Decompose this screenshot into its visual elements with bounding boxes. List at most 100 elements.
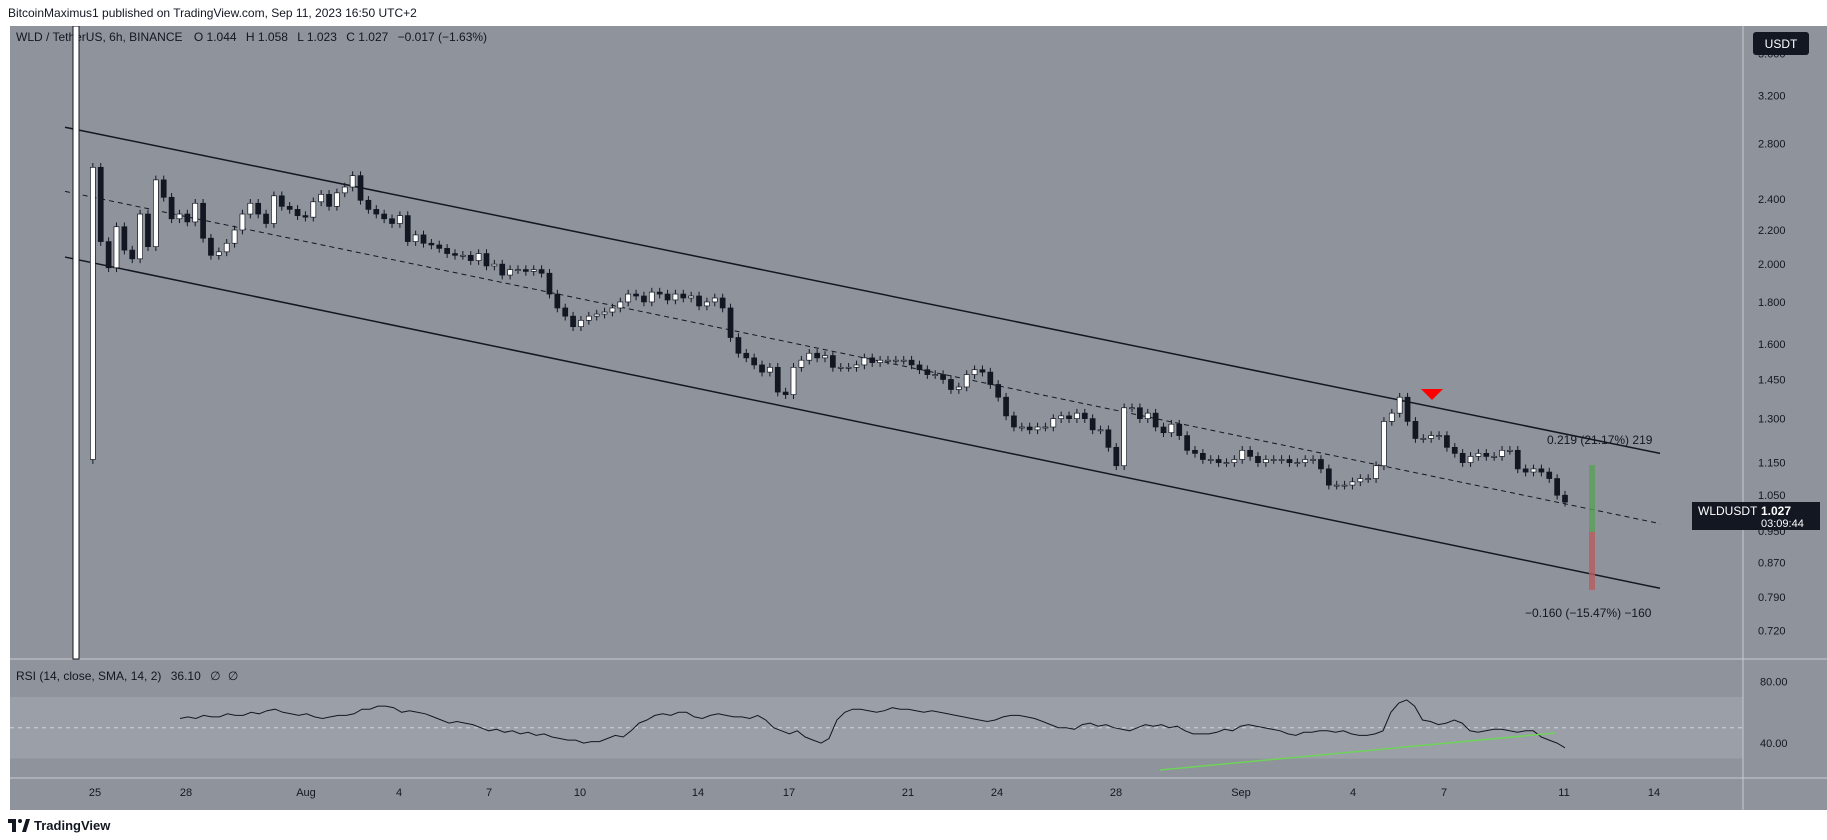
candle-down (656, 291, 663, 295)
time-tick-label: 10 (574, 787, 586, 799)
price-tick-label: 1.600 (1758, 339, 1786, 351)
candle-up (239, 213, 246, 231)
time-axis[interactable]: 25 28 Aug 4 7 10 14 17 21 24 28 Sep 4 7 11 14 (89, 787, 1660, 799)
candle-down (1538, 468, 1545, 473)
channel-lower-line[interactable] (64, 256, 1661, 590)
currency-button-bg (1753, 32, 1809, 55)
candle-down (908, 359, 915, 366)
candle-up (1420, 438, 1427, 440)
bearish-signal-marker (1421, 389, 1443, 400)
candle-up (318, 193, 325, 203)
time-tick-label: 14 (1648, 787, 1660, 799)
candle-down (1247, 449, 1253, 457)
candle-down (255, 202, 262, 215)
candle-down (365, 199, 372, 210)
channel-upper-line[interactable] (64, 126, 1661, 455)
candle-up (1263, 459, 1269, 463)
candle-up (515, 269, 521, 271)
candle-up (1467, 456, 1474, 463)
channel-middle-line[interactable] (64, 190, 1661, 525)
tradingview-logo-icon (8, 819, 30, 832)
candle-up (885, 359, 891, 362)
time-tick-label: 4 (396, 787, 402, 799)
candle-down (782, 391, 789, 395)
candle-down (1546, 471, 1553, 479)
candle-down (1152, 412, 1159, 428)
last-price-label: WLDUSDT 1.027 03:09:44 (1692, 502, 1820, 530)
candle-up (1042, 426, 1049, 429)
candle-up (231, 229, 238, 244)
candle-down (1192, 449, 1198, 454)
candle-up (1381, 421, 1387, 467)
rsi-legend[interactable]: RSI (14, close, SMA, 14, 2) 36.10 ∅ ∅ (16, 669, 238, 683)
rsi-axis[interactable]: 80.00 40.00 (1760, 676, 1788, 750)
candle-down (680, 293, 687, 299)
candle-up (113, 226, 120, 269)
time-tick-label: 17 (783, 787, 795, 799)
candle-up (1168, 423, 1175, 434)
candle-up (341, 186, 348, 194)
candle-up (1018, 426, 1025, 429)
candle-up (334, 192, 340, 207)
candle-up (617, 301, 624, 309)
symbol-legend[interactable]: WLD / TetherUS, 6h, BINANCE O 1.044 H 1.… (16, 30, 487, 44)
candle-up (704, 301, 710, 307)
candle-up (1231, 459, 1238, 463)
candle-up (672, 293, 679, 301)
candle-down (499, 263, 506, 276)
candle-up (900, 359, 907, 362)
candle-up (1129, 407, 1135, 410)
time-tick-label: 25 (89, 787, 101, 799)
candle-up (711, 297, 718, 303)
price-tick-label: 0.790 (1758, 592, 1786, 604)
last-price-value: 1.027 (1761, 504, 1791, 518)
candle-up (845, 366, 852, 369)
measure-down-bar[interactable] (1589, 532, 1595, 590)
candle-down (420, 234, 427, 244)
candle-up (215, 251, 222, 256)
price-chart[interactable]: 0.219 (21.17%) 219 −0.160 (−15.47%) −160… (10, 25, 1827, 810)
candle-up (412, 234, 419, 242)
candle-down (1160, 426, 1167, 434)
close-value: 1.027 (358, 30, 388, 44)
price-axis[interactable]: 3.600 3.200 2.800 2.400 2.200 2.000 1.800 1.600… (1758, 48, 1786, 637)
candle-up (1475, 453, 1482, 457)
price-tick-label: 2.800 (1758, 139, 1786, 151)
candle-down (987, 371, 994, 385)
price-tick-label: 2.200 (1758, 225, 1786, 237)
candle-up (609, 307, 616, 313)
time-tick-label: 28 (180, 787, 192, 799)
measure-up-bar[interactable] (1589, 465, 1595, 532)
candle-up (507, 269, 513, 276)
candle-down (1184, 435, 1190, 451)
price-tick-label: 1.300 (1758, 414, 1786, 426)
candle-down (696, 295, 702, 307)
candle-down (751, 357, 757, 366)
candle-down (404, 215, 411, 242)
candle-down (743, 352, 750, 359)
candle-up (578, 319, 584, 328)
candle-down (373, 209, 380, 215)
chart-area[interactable]: 0.219 (21.17%) 219 −0.160 (−15.47%) −160… (10, 25, 1827, 810)
candle-down (302, 215, 309, 218)
candle-up (955, 386, 962, 390)
currency-button[interactable]: USDT (1753, 32, 1809, 55)
candle-up (837, 366, 844, 369)
candle-down (1255, 456, 1261, 463)
candle-down (869, 357, 876, 363)
brand-text: TradingView (34, 818, 111, 833)
measure-down-label: −0.160 (−15.47%) −160 (1525, 606, 1652, 620)
candle-up (1239, 449, 1246, 460)
candle-up (153, 179, 159, 248)
candle-down (523, 269, 529, 272)
price-tick-label: 1.800 (1758, 297, 1786, 309)
time-tick-label: 28 (1110, 787, 1122, 799)
candle-down (286, 205, 293, 210)
high-label: H (246, 30, 255, 44)
open-label: O (194, 30, 203, 44)
candle-down (1459, 453, 1466, 463)
chart-background (10, 26, 1827, 810)
candle-down (1215, 459, 1222, 463)
rsi-trendline[interactable] (1159, 732, 1556, 771)
publish-info: BitcoinMaximus1 published on TradingView… (8, 6, 417, 20)
